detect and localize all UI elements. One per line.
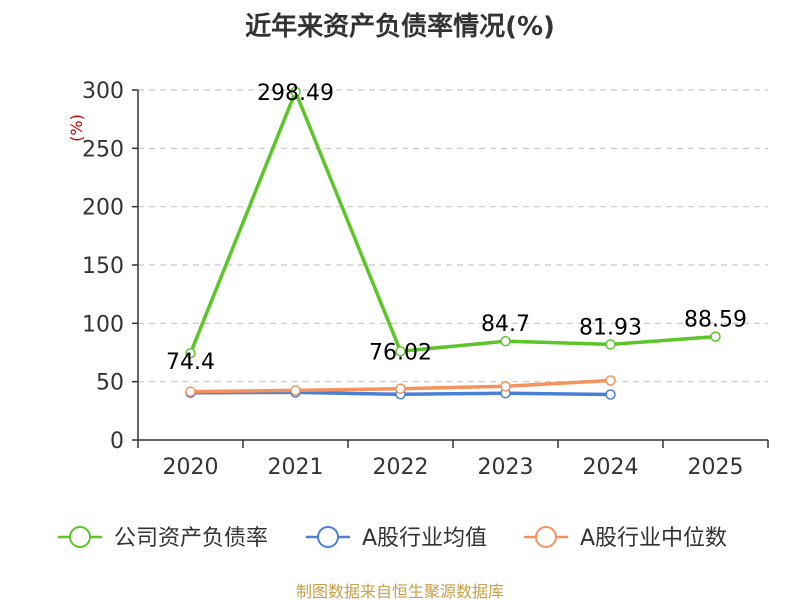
legend-marker bbox=[69, 526, 91, 548]
legend-item[interactable]: 公司资产负债率 bbox=[58, 526, 268, 551]
legend-marker bbox=[535, 526, 557, 548]
data-label: 88.59 bbox=[684, 308, 747, 333]
legend-item[interactable]: A股行业均值 bbox=[306, 526, 487, 551]
legend[interactable]: 公司资产负债率 A股行业均值 A股行业中位数 bbox=[58, 526, 727, 551]
data-point bbox=[290, 385, 301, 396]
data-point bbox=[605, 375, 616, 386]
data-label: 298.49 bbox=[257, 81, 334, 106]
data-point bbox=[710, 331, 721, 342]
y-tick-label: 0 bbox=[110, 429, 124, 454]
y-tick-label: 250 bbox=[82, 137, 124, 162]
data-label: 76.02 bbox=[369, 340, 432, 365]
series-points bbox=[185, 86, 721, 400]
data-point bbox=[395, 346, 406, 357]
y-tick-label: 150 bbox=[82, 254, 124, 279]
chart-title: 近年来资产负债率情况(%) bbox=[245, 12, 555, 42]
data-point bbox=[500, 335, 511, 347]
x-tick-label: 2021 bbox=[268, 455, 324, 480]
y-tick-label: 100 bbox=[82, 312, 124, 337]
legend-label: 公司资产负债率 bbox=[114, 526, 268, 551]
data-point bbox=[290, 86, 301, 98]
grid-lines bbox=[138, 89, 768, 383]
data-point bbox=[605, 339, 616, 350]
x-tick-label: 2023 bbox=[478, 455, 534, 480]
legend-label: A股行业中位数 bbox=[580, 526, 727, 551]
data-point bbox=[185, 347, 196, 359]
x-tick-label: 2025 bbox=[688, 455, 744, 480]
x-axis-ticks: 2020 2021 2022 2023 2024 2025 bbox=[137, 440, 769, 480]
data-label: 84.7 bbox=[481, 312, 530, 337]
x-tick-label: 2020 bbox=[163, 455, 219, 480]
data-point bbox=[395, 383, 406, 394]
data-labels: 74.4 298.49 76.02 84.7 81.93 88.59 bbox=[166, 81, 747, 375]
legend-label: A股行业均值 bbox=[362, 526, 487, 551]
data-label: 74.4 bbox=[166, 350, 215, 375]
x-tick-label: 2024 bbox=[583, 455, 639, 480]
y-tick-label: 300 bbox=[82, 79, 124, 104]
data-source-note: 制图数据来自恒生聚源数据库 bbox=[295, 582, 504, 601]
data-label: 81.93 bbox=[579, 315, 642, 340]
y-tick-label: 200 bbox=[82, 196, 124, 221]
data-point bbox=[605, 389, 616, 400]
legend-item[interactable]: A股行业中位数 bbox=[524, 526, 727, 551]
y-axis-ticks: 0 50 100 150 200 250 300 bbox=[82, 79, 138, 454]
data-point bbox=[500, 381, 511, 392]
legend-marker bbox=[317, 526, 339, 548]
series-line bbox=[188, 90, 716, 354]
x-tick-label: 2022 bbox=[373, 455, 429, 480]
series-lines bbox=[188, 90, 716, 397]
y-axis-unit-label: (%) bbox=[67, 114, 86, 142]
y-tick-label: 50 bbox=[96, 371, 124, 396]
data-point bbox=[185, 386, 196, 397]
